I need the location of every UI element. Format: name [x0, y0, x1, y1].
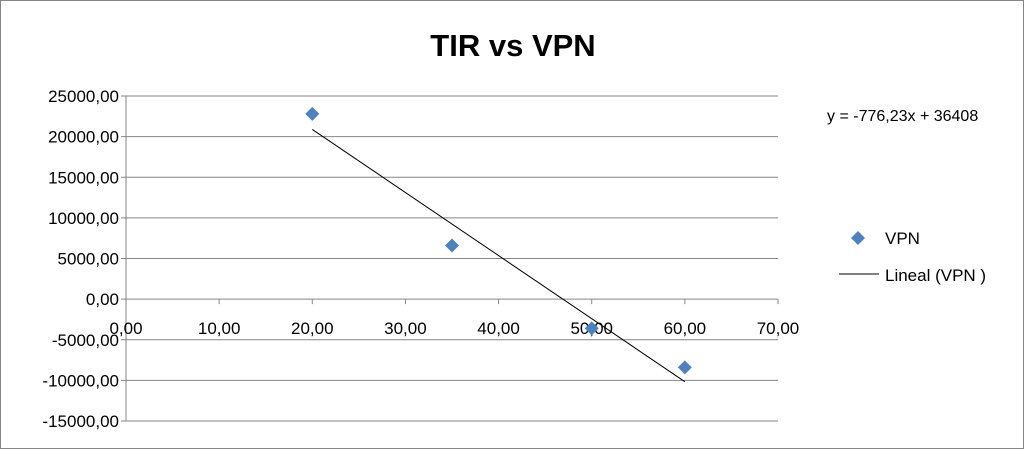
data-point-vpn	[677, 360, 692, 375]
data-point-vpn	[445, 238, 459, 253]
y-tick-label: 10000,00	[48, 209, 119, 228]
x-tick-label: 70,00	[757, 319, 800, 338]
x-tick-label: 30,00	[384, 319, 427, 338]
data-point-vpn	[305, 106, 320, 121]
data-point-vpn	[584, 321, 599, 336]
x-tick-label: 10,00	[198, 319, 241, 338]
y-tick-label: -10000,00	[42, 371, 119, 390]
y-tick-label: 25000,00	[48, 87, 119, 106]
legend-label-trend: Lineal (VPN )	[885, 266, 986, 285]
gridlines	[126, 95, 778, 422]
y-tick-label: 0,00	[86, 290, 119, 309]
x-tick-label: 20,00	[291, 319, 334, 338]
x-tick-label: 40,00	[477, 319, 520, 338]
trendline-equation: y = -776,23x + 36408	[827, 108, 978, 125]
trendline-vpn	[312, 129, 686, 383]
data-points	[305, 106, 692, 375]
y-tick-label: 15000,00	[48, 168, 119, 187]
y-tick-labels: 25000,00 20000,00 15000,00 10000,00 5000,00 0…	[42, 87, 119, 431]
chart-title: TIR vs VPN	[430, 28, 595, 63]
legend-marker-vpn	[851, 231, 865, 245]
x-tick-label: 0,00	[109, 319, 142, 338]
y-tick-label: 20000,00	[48, 128, 119, 147]
y-tick-label: -15000,00	[42, 412, 119, 431]
x-tick-label: 60,00	[664, 319, 707, 338]
y-tick-label: -5000,00	[52, 331, 119, 350]
axes	[121, 95, 779, 422]
y-tick-label: 5000,00	[58, 250, 119, 269]
trendline-layer	[312, 129, 686, 383]
legend-label-vpn: VPN	[885, 229, 920, 248]
legend: VPN Lineal (VPN )	[839, 229, 986, 285]
